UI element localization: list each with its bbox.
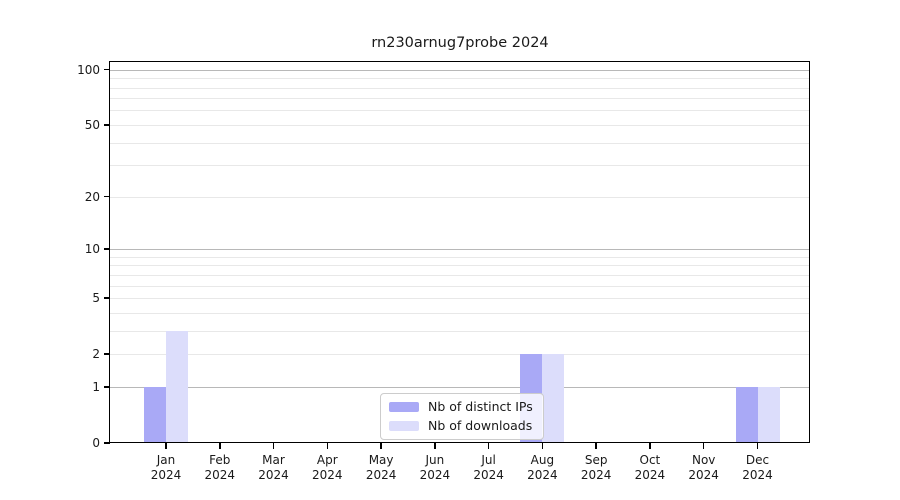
x-tick-month: Aug	[530, 453, 555, 467]
x-tick-mark	[649, 443, 651, 449]
x-tick-mark	[541, 443, 544, 449]
x-tick-year: 2024	[580, 468, 612, 482]
y-tick-mark	[104, 442, 110, 444]
bar-nb-of-downloads-dec	[757, 386, 780, 443]
x-tick-year: 2024	[634, 468, 666, 482]
minor-gridline	[110, 298, 810, 299]
x-tick-mark	[702, 443, 705, 449]
x-tick-label: Sep 2024	[564, 453, 628, 483]
bar-nb-of-downloads-jan	[166, 330, 188, 443]
x-tick-year: 2024	[419, 468, 451, 482]
legend-label-downloads: Nb of downloads	[428, 418, 533, 433]
x-tick-month: Nov	[691, 453, 716, 467]
x-tick-year: 2024	[312, 468, 343, 482]
x-tick-label: Jan 2024	[134, 453, 198, 483]
minor-gridline	[110, 78, 810, 80]
minor-gridline	[110, 98, 810, 100]
x-tick-mark	[595, 443, 597, 449]
x-tick-year: 2024	[688, 468, 719, 482]
x-tick-label: Oct 2024	[618, 453, 682, 483]
y-tick-mark	[104, 297, 110, 299]
x-tick-label: Mar 2024	[242, 453, 306, 483]
y-tick-label: 0	[92, 436, 100, 450]
x-tick-label: Aug 2024	[510, 453, 574, 483]
minor-gridline	[110, 330, 810, 332]
x-tick-year: 2024	[365, 468, 397, 482]
legend-item-downloads: Nb of downloads	[389, 418, 535, 433]
bar-nb-of-distinct-ips-jan	[144, 386, 166, 443]
y-tick-label: 50	[84, 117, 100, 132]
minor-gridline	[110, 265, 810, 267]
y-tick-mark	[104, 68, 110, 71]
x-tick-mark	[272, 443, 275, 449]
minor-gridline	[110, 142, 810, 144]
x-tick-month: Jul	[481, 453, 496, 467]
legend-swatch-downloads	[389, 420, 419, 431]
legend: Nb of distinct IPs Nb of downloads	[380, 393, 544, 440]
x-tick-mark	[326, 443, 329, 449]
y-tick-mark	[104, 195, 110, 198]
legend-label-distinct-ips: Nb of distinct IPs	[428, 399, 533, 414]
x-tick-month: Dec	[745, 453, 770, 467]
x-tick-month: Oct	[639, 453, 661, 467]
minor-gridline	[110, 87, 810, 89]
minor-gridline	[110, 285, 810, 287]
major-gridline	[110, 249, 810, 250]
x-tick-month: Sep	[584, 453, 608, 467]
y-tick-mark	[104, 248, 110, 250]
minor-gridline	[110, 274, 810, 276]
x-tick-month: Apr	[316, 453, 338, 467]
x-tick-mark	[434, 443, 436, 449]
axes-frame	[109, 61, 810, 443]
y-tick-mark	[104, 386, 110, 388]
x-tick-mark	[219, 443, 221, 449]
x-tick-year: 2024	[204, 468, 236, 482]
x-tick-year: 2024	[527, 468, 558, 482]
x-tick-label: Nov 2024	[672, 453, 736, 483]
minor-gridline	[110, 196, 810, 198]
x-tick-mark	[487, 443, 490, 449]
x-tick-month: Jun	[425, 453, 445, 467]
x-tick-label: Feb 2024	[188, 453, 252, 483]
minor-gridline	[110, 165, 810, 167]
legend-swatch-distinct-ips	[389, 401, 419, 412]
x-tick-month: Mar	[262, 453, 285, 467]
x-tick-month: Feb	[209, 453, 231, 467]
minor-gridline	[110, 312, 810, 314]
x-tick-label: Dec 2024	[726, 453, 790, 483]
x-tick-label: Jun 2024	[403, 453, 467, 483]
minor-gridline	[110, 110, 810, 112]
y-tick-mark	[104, 124, 110, 126]
y-tick-label: 2	[92, 347, 100, 362]
x-tick-mark	[380, 443, 382, 449]
chart-title: rn230arnug7probe 2024	[371, 35, 549, 51]
x-tick-year: 2024	[258, 468, 289, 482]
y-tick-label: 5	[92, 291, 100, 305]
x-tick-year: 2024	[150, 468, 182, 482]
x-tick-month: May	[368, 453, 394, 467]
x-tick-label: Apr 2024	[295, 453, 359, 483]
x-tick-month: Jan	[156, 453, 176, 467]
x-tick-mark	[756, 443, 759, 449]
x-tick-year: 2024	[742, 468, 773, 482]
x-tick-label: Jul 2024	[457, 453, 521, 483]
y-tick-label: 100	[77, 62, 100, 77]
y-tick-label: 20	[84, 189, 100, 204]
x-tick-year: 2024	[473, 468, 504, 482]
minor-gridline	[110, 124, 810, 126]
major-gridline	[110, 386, 810, 388]
x-tick-label: May 2024	[349, 453, 413, 483]
bar-nb-of-downloads-aug	[542, 354, 565, 443]
major-gridline	[110, 69, 810, 71]
x-tick-mark	[165, 443, 167, 449]
bar-nb-of-distinct-ips-dec	[735, 386, 758, 443]
y-tick-label: 10	[84, 242, 100, 256]
y-tick-label: 1	[92, 379, 100, 394]
minor-gridline	[110, 354, 810, 356]
y-tick-mark	[104, 353, 110, 355]
minor-gridline	[110, 256, 810, 258]
legend-item-distinct-ips: Nb of distinct IPs	[389, 399, 535, 414]
